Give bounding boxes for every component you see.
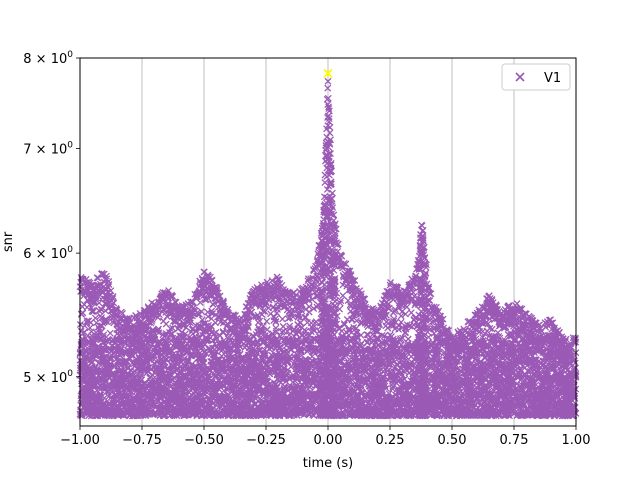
y-axis-label: snr [1, 231, 16, 252]
x-axis: −1.00 −0.75 −0.50 −0.25 0.00 0.25 0.50 0.75 1.00 [60, 426, 590, 448]
legend-marker-v1 [515, 72, 525, 82]
x-tick-label: 0.50 [438, 433, 467, 448]
x-tick-label: −0.75 [122, 433, 162, 448]
legend: V1 [501, 63, 571, 91]
highlight-points [323, 68, 333, 79]
y-tick-label: 5 × 100 [23, 369, 73, 386]
highlight-point [323, 68, 333, 79]
legend-box [501, 63, 571, 91]
x-tick-label: 0.75 [500, 433, 529, 448]
x-axis-label: time (s) [303, 456, 353, 471]
y-tick-label: 8 × 100 [23, 50, 73, 67]
x-tick-label: −0.50 [184, 433, 224, 448]
series-v1-points [76, 77, 580, 420]
y-tick-label: 7 × 100 [23, 141, 73, 158]
series-v1-markers [76, 77, 580, 420]
x-tick-label: 1.00 [562, 433, 591, 448]
legend-marker-x [515, 72, 525, 82]
x-tick-label: −0.25 [246, 433, 286, 448]
y-axis: 5 × 100 6 × 100 7 × 100 8 × 100 [23, 50, 80, 386]
y-tick-label: 6 × 100 [23, 245, 73, 262]
x-tick-label: −1.00 [60, 433, 100, 448]
x-tick-label: 0.25 [376, 433, 405, 448]
plot-area [76, 57, 580, 427]
x-tick-label: 0.00 [314, 433, 343, 448]
legend-label-v1: V1 [544, 71, 561, 86]
